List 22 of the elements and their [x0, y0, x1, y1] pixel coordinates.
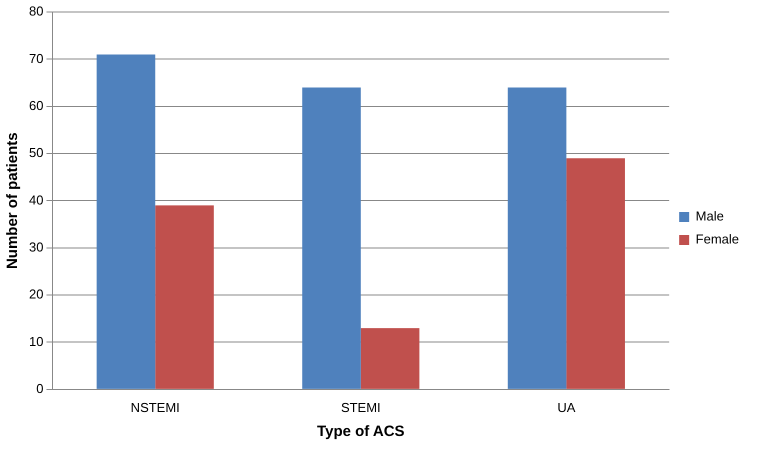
y-tick-label: 40 [28, 192, 44, 208]
y-tick-label: 30 [28, 239, 44, 254]
y-tick-label: 20 [28, 286, 44, 302]
x-tick-label: UA [557, 400, 576, 415]
y-tick-label: 60 [28, 98, 44, 113]
bar [360, 328, 420, 389]
x-tick-label: STEMI [340, 400, 381, 415]
bar [96, 54, 156, 389]
x-axis-title: Type of ACS [317, 423, 405, 440]
y-tick-label: 80 [28, 4, 44, 19]
bar [302, 87, 361, 389]
y-tick-label: 70 [28, 50, 44, 66]
bar [508, 87, 566, 389]
y-tick-label: 0 [36, 380, 44, 396]
legend-label: Male [696, 208, 724, 224]
y-tick-label: 10 [28, 334, 44, 349]
bar [566, 158, 625, 389]
y-axis-title: Number of patients [4, 132, 22, 270]
bar [155, 205, 214, 389]
legend-label: Female [696, 232, 740, 247]
x-tick-label: NSTEMI [130, 400, 180, 415]
y-tick-label: 50 [28, 145, 44, 160]
